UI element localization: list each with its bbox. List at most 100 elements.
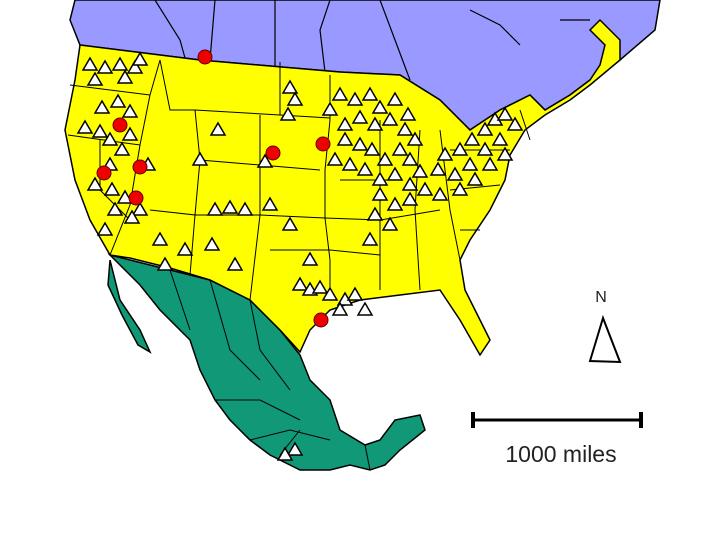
site-markers-triangles <box>76 51 524 461</box>
site-marker-triangle <box>86 71 104 86</box>
site-marker-triangle <box>331 86 349 101</box>
site-marker-triangle <box>463 131 481 146</box>
site-marker-triangle <box>436 146 454 161</box>
site-marker-triangle <box>406 131 424 146</box>
site-marker-triangle <box>341 156 359 171</box>
site-marker-triangle <box>156 256 174 271</box>
site-marker-red-circle <box>128 190 144 206</box>
canada-province-borders <box>154 0 590 81</box>
scale-bar-label: 1000 miles <box>505 441 616 467</box>
site-marker-triangle <box>321 101 339 116</box>
site-marker-triangle <box>411 163 429 178</box>
site-marker-triangle <box>336 131 354 146</box>
site-marker-red-circle <box>313 312 329 328</box>
site-marker-triangle <box>386 91 404 106</box>
site-marker-triangle <box>371 186 389 201</box>
baja-california <box>107 259 152 354</box>
site-marker-triangle <box>281 216 299 231</box>
site-marker-triangle <box>121 126 139 141</box>
site-marker-triangle <box>476 141 494 156</box>
site-marker-triangle <box>506 116 524 131</box>
site-marker-triangle <box>261 196 279 211</box>
site-marker-triangle <box>429 161 447 176</box>
site-marker-triangle <box>96 59 114 74</box>
site-marker-red-circle <box>265 145 281 161</box>
site-marker-triangle <box>131 201 149 216</box>
site-marker-red-circle <box>112 117 128 133</box>
site-markers-circles <box>96 49 331 328</box>
site-marker-triangle <box>281 79 299 94</box>
site-marker-triangle <box>109 93 127 108</box>
site-marker-triangle <box>363 141 381 156</box>
site-marker-triangle <box>386 166 404 181</box>
site-marker-triangle <box>396 121 414 136</box>
site-marker-triangle <box>371 171 389 186</box>
site-marker-triangle <box>311 279 329 294</box>
site-marker-triangle <box>176 241 194 256</box>
site-marker-triangle <box>93 99 111 114</box>
site-marker-triangle <box>331 301 349 316</box>
site-marker-triangle <box>151 231 169 246</box>
site-marker-triangle <box>76 119 94 134</box>
site-marker-triangle <box>481 156 499 171</box>
site-marker-triangle <box>286 441 304 456</box>
site-marker-triangle <box>416 181 434 196</box>
site-marker-triangle <box>391 141 409 156</box>
site-marker-triangle <box>91 123 109 138</box>
site-marker-triangle <box>191 151 209 166</box>
site-marker-triangle <box>346 91 364 106</box>
north-arrow-icon <box>588 314 622 364</box>
site-marker-triangle <box>386 196 404 211</box>
site-marker-triangle <box>106 201 124 216</box>
site-marker-triangle <box>356 161 374 176</box>
site-marker-triangle <box>86 176 104 191</box>
north-arrow-label: N <box>595 289 607 306</box>
site-marker-triangle <box>366 206 384 221</box>
site-marker-triangle <box>401 176 419 191</box>
site-marker-triangle <box>326 151 344 166</box>
site-marker-triangle <box>286 91 304 106</box>
site-marker-triangle <box>446 166 464 181</box>
site-marker-triangle <box>116 189 134 204</box>
site-marker-triangle <box>226 256 244 271</box>
site-marker-triangle <box>321 286 339 301</box>
site-marker-triangle <box>401 151 419 166</box>
site-marker-triangle <box>336 116 354 131</box>
site-marker-triangle <box>496 146 514 161</box>
site-marker-triangle <box>81 56 99 71</box>
site-marker-triangle <box>96 221 114 236</box>
site-marker-triangle <box>203 236 221 251</box>
site-marker-triangle <box>491 131 509 146</box>
site-marker-triangle <box>476 121 494 136</box>
site-marker-triangle <box>361 86 379 101</box>
site-marker-red-circle <box>132 159 148 175</box>
site-marker-triangle <box>103 181 121 196</box>
site-marker-triangle <box>236 201 254 216</box>
site-marker-triangle <box>121 103 139 118</box>
site-marker-triangle <box>351 109 369 124</box>
site-marker-triangle <box>381 216 399 231</box>
site-marker-triangle <box>126 59 144 74</box>
site-marker-triangle <box>101 131 119 146</box>
site-marker-triangle <box>399 106 417 121</box>
site-marker-triangle <box>123 209 141 224</box>
site-marker-triangle <box>116 69 134 84</box>
site-marker-triangle <box>381 111 399 126</box>
site-marker-triangle <box>221 199 239 214</box>
site-marker-triangle <box>361 231 379 246</box>
site-marker-triangle <box>466 171 484 186</box>
site-marker-triangle <box>206 201 224 216</box>
site-marker-triangle <box>356 301 374 316</box>
site-marker-triangle <box>351 136 369 151</box>
site-marker-triangle <box>451 141 469 156</box>
site-marker-triangle <box>291 276 309 291</box>
site-marker-triangle <box>371 99 389 114</box>
north-arrow: N <box>588 289 622 364</box>
united-states-region <box>64 18 621 357</box>
site-marker-red-circle <box>96 165 112 181</box>
site-marker-triangle <box>131 51 149 66</box>
site-marker-triangle <box>346 286 364 301</box>
site-marker-triangle <box>209 121 227 136</box>
